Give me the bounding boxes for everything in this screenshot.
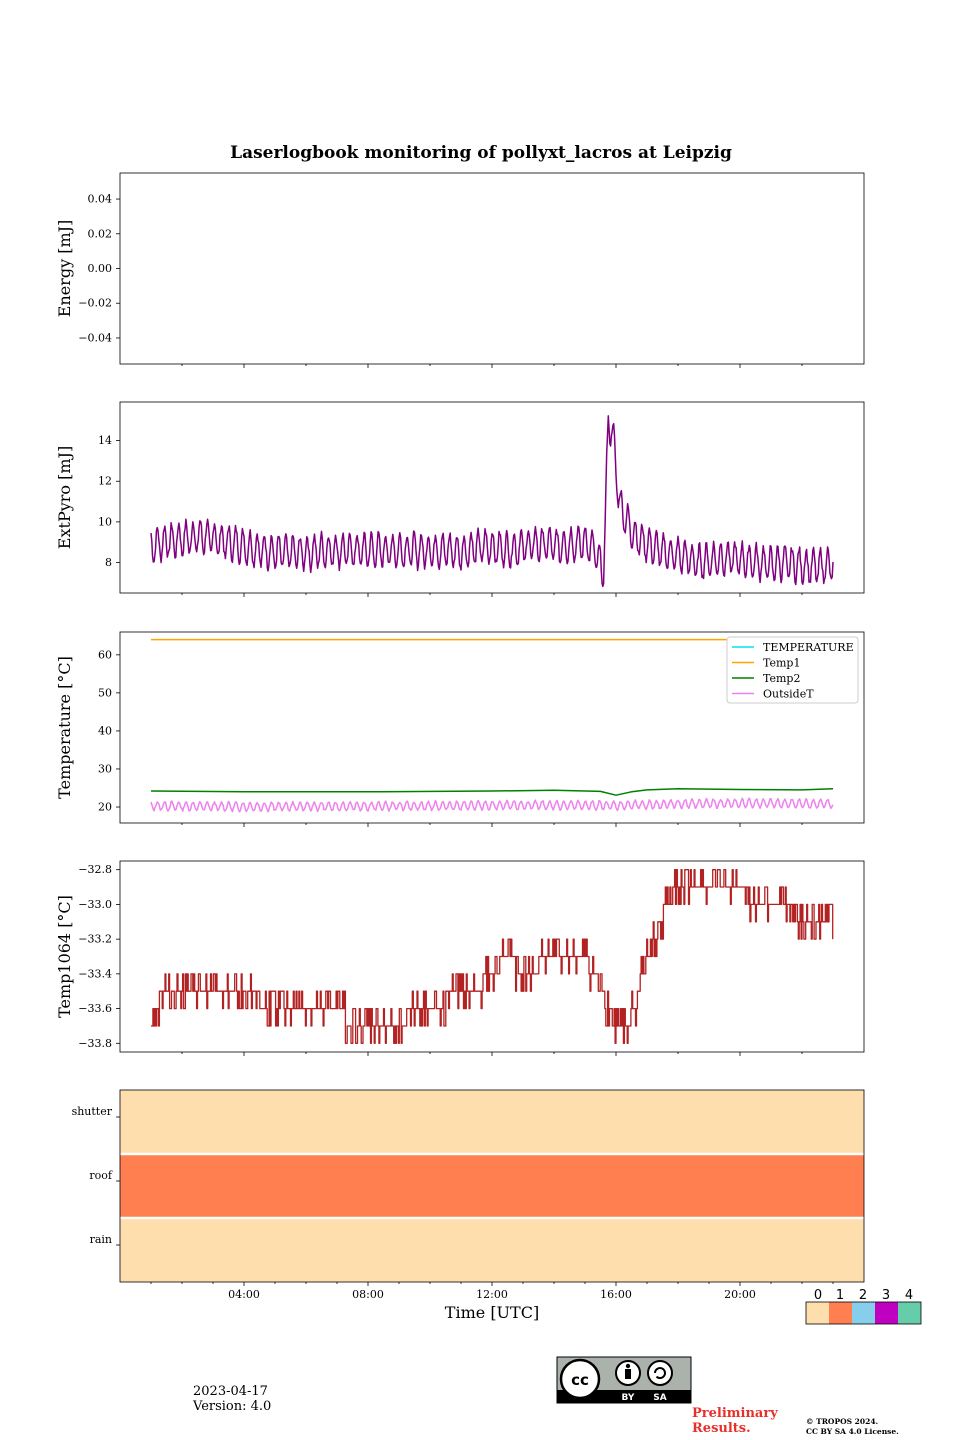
status-legend-swatch-0 [806,1302,829,1324]
energy-ytick-label: −0.02 [78,297,112,310]
status-xtick-label: 20:00 [724,1288,756,1301]
temperature-ylabel: Temperature [°C] [55,656,74,799]
temp1064-ytick-label: −32.8 [78,863,112,876]
energy-frame [120,173,864,364]
status-xtick-label: 16:00 [600,1288,632,1301]
extpyro-ytick-label: 12 [98,475,112,488]
status-band-roof [120,1154,864,1218]
temperature-panel: 20 30 40 50 60 Temperature [°C] TEMPERATURE Tem… [55,632,864,827]
status-legend-label-4: 4 [905,1288,913,1303]
temperature-ytick-label: 20 [98,801,112,814]
temperature-series-outsidet [151,798,833,812]
temp1064-ytick-label: −33.6 [78,1002,112,1015]
status-row-label-rain: rain [90,1233,112,1246]
temp1064-panel: −33.8 −33.6 −33.4 −33.2 −33.0 −32.8 Temp1064 [… [55,861,864,1056]
energy-ytick-label: −0.04 [78,331,112,344]
status-band-shutter [120,1090,864,1154]
svg-text:cc: cc [571,1371,589,1389]
extpyro-ytick-label: 8 [105,556,112,569]
legend-label-temp2: Temp2 [763,672,800,685]
status-xtick-label: 08:00 [352,1288,384,1301]
status-color-legend: 01234 [806,1288,921,1324]
energy-ytick-label: 0.00 [88,262,113,275]
date-label: 2023-04-17 [193,1384,268,1399]
energy-ytick-label: 0.02 [88,227,113,240]
legend-label-temperature: TEMPERATURE [763,641,854,654]
copyright-line-1: © TROPOS 2024. [806,1417,956,1427]
temp1064-ytick-label: −33.4 [78,967,112,980]
extpyro-panel: 8 10 12 14 ExtPyro [mJ] [55,402,864,597]
energy-ytick-label: 0.04 [88,193,113,206]
extpyro-series-line [151,416,833,587]
legend-label-outsidet: OutsideT [763,688,814,701]
preliminary-results-note: Preliminary Results. [692,1406,802,1436]
figure-title: Laserlogbook monitoring of pollyxt_lacro… [230,143,732,163]
extpyro-ytick-label: 10 [98,515,112,528]
temp1064-series-line [151,870,833,1044]
temperature-ytick-label: 50 [98,686,112,699]
energy-ylabel: Energy [mJ] [55,220,74,318]
status-legend-swatch-3 [875,1302,898,1324]
energy-panel: −0.04 −0.02 0.00 0.02 0.04 Energy [mJ] [55,173,864,368]
sa-icon [648,1361,672,1385]
temp1064-ylabel: Temp1064 [°C] [55,895,74,1018]
extpyro-ytick-label: 14 [98,434,112,447]
temp1064-ytick-label: −33.8 [78,1037,112,1050]
status-legend-label-1: 1 [836,1288,844,1303]
temp1064-frame [120,861,864,1052]
legend-label-temp1: Temp1 [763,657,800,670]
copyright-note: © TROPOS 2024. CC BY SA 4.0 License. [806,1417,956,1437]
temp1064-ytick-label: −33.2 [78,933,112,946]
preliminary-line-1: Preliminary [692,1406,802,1421]
status-legend-label-3: 3 [882,1288,890,1303]
extpyro-frame [120,402,864,593]
status-xtick-label: 12:00 [476,1288,508,1301]
status-row-label-shutter: shutter [72,1105,113,1118]
status-legend-swatch-2 [852,1302,875,1324]
temperature-ytick-label: 30 [98,762,112,775]
status-band-rain [120,1218,864,1282]
copyright-line-2: CC BY SA 4.0 License. [806,1427,956,1437]
status-legend-swatch-1 [829,1302,852,1324]
temperature-ytick-label: 40 [98,724,112,737]
temperature-series-temp2 [151,789,833,795]
status-legend-swatch-4 [898,1302,921,1324]
preliminary-line-2: Results. [692,1421,802,1436]
status-row-label-roof: roof [89,1169,113,1182]
temp1064-ytick-label: −33.0 [78,898,112,911]
status-xlabel: Time [UTC] [445,1303,539,1322]
cc-license-badge: cc BY SA [557,1357,691,1403]
sa-label: SA [653,1393,666,1403]
temperature-ytick-label: 60 [98,648,112,661]
status-legend-label-0: 0 [814,1288,822,1303]
status-legend-label-2: 2 [859,1288,867,1303]
extpyro-ylabel: ExtPyro [mJ] [55,446,74,549]
version-label: Version: 4.0 [193,1399,271,1414]
temperature-legend: TEMPERATURE Temp1 Temp2 OutsideT [727,637,858,703]
by-label: BY [622,1393,635,1403]
status-xtick-label: 04:00 [228,1288,260,1301]
status-panel: shutter roof rain 04:00 08:00 12:00 16:00 20:00… [72,1090,864,1322]
